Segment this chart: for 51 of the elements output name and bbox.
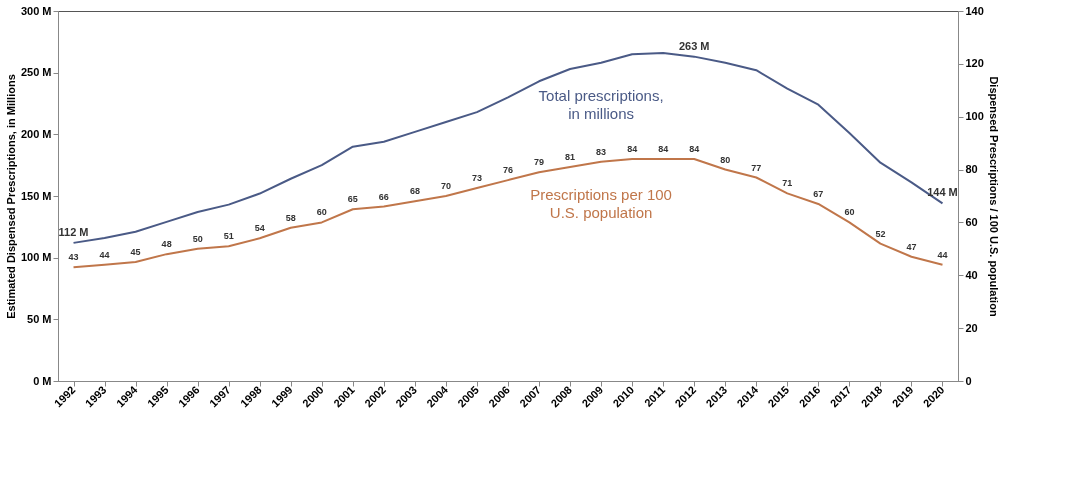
data-label: 54 bbox=[254, 223, 265, 234]
data-label: 60 bbox=[316, 207, 327, 218]
y2-axis-title: Dispensed Prescriptions / 100 U.S. population bbox=[987, 76, 1000, 317]
y2-tick-label: 20 bbox=[965, 321, 978, 334]
y-tick-label: 200 M bbox=[20, 127, 52, 140]
data-label: 45 bbox=[130, 247, 141, 258]
data-label: 70 bbox=[440, 181, 451, 191]
y-axis-title: Estimated Dispensed Prescriptions, in Millions bbox=[4, 74, 17, 319]
data-label: 44 bbox=[937, 249, 948, 260]
data-label: 83 bbox=[596, 146, 607, 157]
data-label: 65 bbox=[347, 194, 358, 205]
data-label: 68 bbox=[409, 186, 420, 197]
data-label: 66 bbox=[378, 191, 389, 202]
y2-tick-label: 140 bbox=[965, 4, 984, 17]
y2-tick-label: 0 bbox=[965, 374, 972, 387]
data-label: 76 bbox=[502, 165, 514, 176]
data-label: 71 bbox=[782, 178, 793, 189]
series-label: Total prescriptions, in millions bbox=[538, 86, 664, 122]
series-label: Prescriptions per 100 U.S. population bbox=[530, 185, 672, 221]
data-label: 144 M bbox=[927, 186, 958, 199]
data-label: 51 bbox=[223, 231, 234, 242]
y2-tick-label: 80 bbox=[965, 163, 978, 176]
data-label: 43 bbox=[68, 252, 79, 263]
data-label: 84 bbox=[658, 144, 669, 154]
y2-tick-label: 60 bbox=[965, 215, 978, 228]
y2-tick-label: 40 bbox=[965, 268, 978, 281]
data-label: 80 bbox=[720, 154, 731, 165]
data-label: 67 bbox=[813, 188, 824, 199]
data-label: 58 bbox=[285, 212, 296, 223]
data-label: 112 M bbox=[58, 225, 89, 238]
y-tick-label: 0 M bbox=[33, 374, 52, 387]
y-tick-label: 150 M bbox=[20, 189, 52, 202]
data-label: 73 bbox=[471, 173, 482, 184]
data-label: 81 bbox=[565, 151, 576, 162]
data-label: 47 bbox=[906, 241, 917, 252]
data-label: 263 M bbox=[678, 39, 710, 52]
data-label: 84 bbox=[627, 144, 638, 154]
data-label: 60 bbox=[844, 207, 855, 218]
y-tick-label: 300 M bbox=[20, 4, 52, 17]
data-label: 52 bbox=[875, 228, 886, 239]
y2-tick-label: 120 bbox=[965, 57, 984, 70]
data-label: 44 bbox=[99, 249, 110, 260]
y-tick-label: 100 M bbox=[20, 251, 52, 264]
data-label: 79 bbox=[534, 157, 545, 168]
y2-tick-label: 100 bbox=[965, 110, 984, 123]
y-tick-label: 50 M bbox=[27, 312, 52, 325]
data-label: 84 bbox=[689, 144, 700, 154]
data-label: 50 bbox=[192, 233, 203, 244]
data-label: 48 bbox=[161, 239, 172, 250]
y-tick-label: 250 M bbox=[20, 66, 52, 79]
data-label: 77 bbox=[751, 162, 762, 173]
